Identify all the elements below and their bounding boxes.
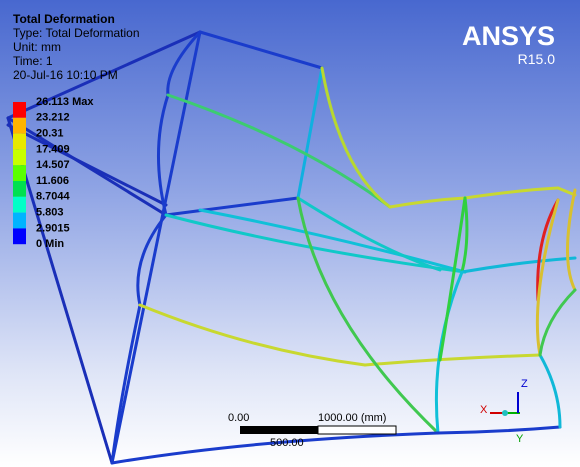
scale-end: 1000.00 (mm) <box>318 412 386 424</box>
scale-bar-dark <box>240 426 318 434</box>
result-title: Total Deformation <box>13 12 115 26</box>
scale-mid: 500.00 <box>270 437 304 449</box>
logo-name: ANSYS <box>462 21 555 51</box>
logo-version: R15.0 <box>518 51 556 67</box>
axis-triad: X Y Z <box>480 378 528 445</box>
triad-y-label: Y <box>516 433 524 445</box>
scale-start: 0.00 <box>228 412 249 424</box>
legend: 26.113 Max 23.212 20.31 17.409 14.507 11.606 8… <box>13 96 94 250</box>
legend-label: 5.803 <box>36 207 64 219</box>
legend-label: 23.212 <box>36 112 70 124</box>
legend-swatch <box>13 196 26 213</box>
legend-swatch <box>13 212 26 229</box>
triad-origin <box>502 410 508 416</box>
result-time: Time: 1 <box>13 54 53 68</box>
deformed-frame <box>6 30 577 465</box>
legend-label: 8.7044 <box>36 191 71 203</box>
legend-swatch <box>13 181 26 197</box>
result-date: 20-Jul-16 10:10 PM <box>13 68 118 82</box>
legend-label: 20.31 <box>36 128 64 140</box>
legend-label: 11.606 <box>36 175 69 187</box>
result-unit: Unit: mm <box>13 40 61 54</box>
triad-z-label: Z <box>521 378 528 390</box>
legend-label: 26.113 Max <box>36 96 94 108</box>
scale-bar-light <box>317 425 397 435</box>
legend-swatch <box>13 165 26 181</box>
legend-label: 0 Min <box>36 238 64 250</box>
legend-swatch <box>13 133 26 150</box>
scale-bar: 0.00 1000.00 (mm) 500.00 <box>228 412 397 449</box>
legend-swatch <box>13 102 26 118</box>
legend-label: 2.9015 <box>36 222 70 234</box>
triad-x-label: X <box>480 404 488 416</box>
legend-label: 17.409 <box>36 143 70 155</box>
result-type: Type: Total Deformation <box>13 26 140 40</box>
legend-swatch <box>13 228 26 245</box>
legend-swatch <box>13 149 26 166</box>
legend-label: 14.507 <box>36 159 70 171</box>
legend-swatch <box>13 117 26 134</box>
